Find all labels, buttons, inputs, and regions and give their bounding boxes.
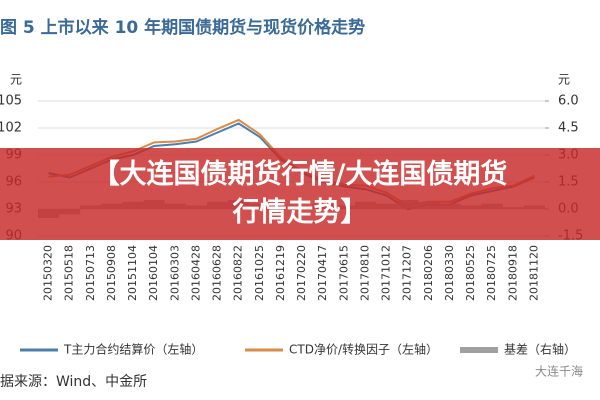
x-tick-label: 20180206	[422, 245, 435, 301]
x-tick-label: 20180918	[506, 245, 519, 301]
x-tick-label: 20160104	[147, 245, 160, 301]
x-tick-label: 20160628	[211, 245, 224, 301]
banner: 【大连国债期货行情/大连国债期货行情走势】	[0, 148, 600, 240]
chart-title: 图 5 上市以来 10 年期国债期货与现货价格走势	[0, 17, 365, 38]
x-tick-label: 20171012	[380, 245, 393, 301]
x-tick-label: 20160303	[168, 245, 181, 301]
legend-label: 基差（右轴）	[504, 342, 576, 357]
x-tick-label: 20161025	[253, 245, 266, 301]
y-axis-label: 元	[10, 73, 22, 87]
x-tick-label: 20181120	[527, 245, 540, 301]
x-tick-label: 20150518	[63, 245, 76, 301]
y-tick-label: 102	[0, 121, 22, 136]
x-tick-label: 20170220	[295, 245, 308, 301]
y2-axis-label: 元	[558, 73, 570, 87]
legend-label: CTD净价/转换因子（左轴）	[289, 342, 438, 357]
x-tick-label: 20170417	[316, 245, 329, 301]
y2-tick-label: 6.0	[558, 94, 579, 109]
x-tick-label: 20170615	[337, 245, 350, 301]
legend-label: T主力合约结算价（左轴）	[63, 342, 203, 357]
source: 据来源：Wind、中金所	[0, 374, 147, 390]
x-tick-label: 20180525	[464, 245, 477, 301]
x-tick-label: 20151104	[126, 245, 139, 301]
banner-text: 【大连国债期货行情/大连国债期货行情走势】	[92, 159, 508, 228]
x-tick-label: 20150713	[84, 245, 97, 301]
x-tick-label: 20150908	[105, 245, 118, 301]
x-tick-label: 20161219	[274, 245, 287, 301]
y2-tick-label: 4.5	[558, 121, 579, 136]
x-tick-label: 20160428	[189, 245, 202, 301]
y-tick-label: 105	[0, 94, 22, 109]
x-tick-label: 20150320	[42, 245, 55, 301]
x-tick-label: 20170810	[358, 245, 371, 301]
x-tick-label: 20160822	[232, 245, 245, 301]
x-tick-label: 20180330	[443, 245, 456, 301]
watermark: 大连千海	[535, 364, 583, 379]
x-tick-label: 20180725	[485, 245, 498, 301]
x-tick-label: 20171207	[401, 245, 414, 301]
